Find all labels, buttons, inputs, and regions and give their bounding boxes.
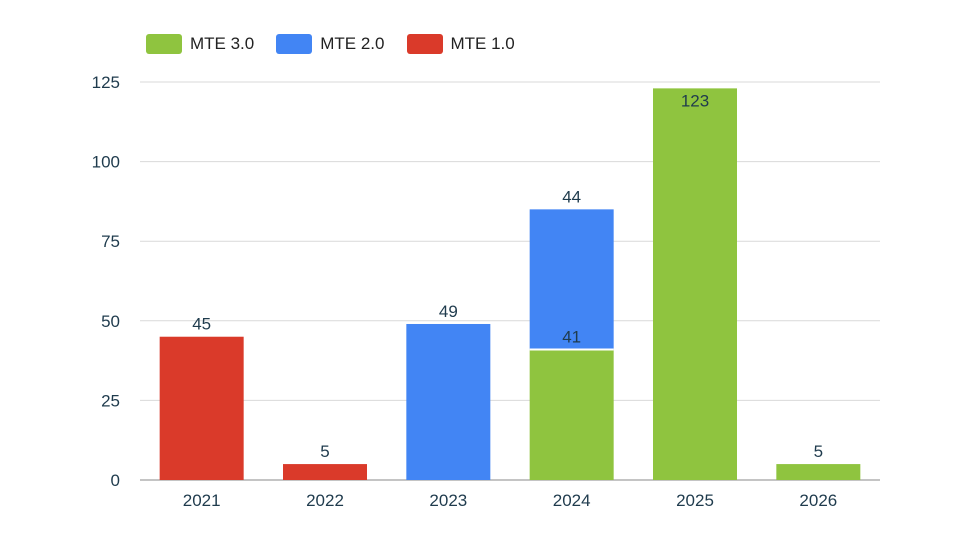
data-label: 45 bbox=[192, 315, 211, 334]
data-label: 5 bbox=[320, 442, 329, 461]
legend-swatch bbox=[146, 34, 182, 54]
legend-swatch bbox=[276, 34, 313, 54]
x-tick-label: 2023 bbox=[429, 491, 467, 510]
legend-label: MTE 1.0 bbox=[450, 34, 515, 53]
legend-item: MTE 3.0 bbox=[146, 34, 254, 54]
data-label: 41 bbox=[562, 327, 581, 346]
x-tick-label: 2024 bbox=[553, 491, 591, 510]
y-tick-label: 0 bbox=[111, 471, 120, 490]
legend-label: MTE 3.0 bbox=[190, 34, 255, 53]
x-tick-label: 2025 bbox=[676, 491, 714, 510]
bar-mte-2-0-2023 bbox=[406, 323, 491, 480]
data-label: 49 bbox=[439, 302, 458, 321]
y-tick-label: 75 bbox=[101, 232, 120, 251]
data-label: 123 bbox=[681, 91, 709, 110]
y-tick-label: 25 bbox=[101, 391, 120, 410]
data-label: 5 bbox=[814, 442, 823, 461]
legend-item: MTE 2.0 bbox=[276, 34, 385, 54]
legend-label: MTE 2.0 bbox=[320, 34, 385, 53]
bar-mte-3-0-2026 bbox=[776, 464, 861, 480]
bar-mte-2-0-2024 bbox=[529, 209, 614, 350]
bar-mte-3-0-2024 bbox=[529, 349, 614, 480]
data-label: 44 bbox=[562, 187, 581, 206]
x-tick-label: 2021 bbox=[183, 491, 221, 510]
bar-mte-3-0-2025 bbox=[653, 88, 737, 481]
bar-mte-1-0-2022 bbox=[283, 464, 367, 480]
legend-item: MTE 1.0 bbox=[406, 34, 515, 54]
y-tick-label: 50 bbox=[101, 312, 120, 331]
legend-swatch bbox=[406, 34, 443, 54]
y-tick-label: 125 bbox=[92, 73, 120, 92]
y-tick-label: 100 bbox=[92, 153, 120, 172]
legend: MTE 3.0 MTE 2.0 MTE 1.0 bbox=[146, 34, 515, 54]
bar-mte-1-0-2021 bbox=[159, 336, 244, 480]
x-tick-label: 2022 bbox=[306, 491, 344, 510]
x-tick-label: 2026 bbox=[799, 491, 837, 510]
